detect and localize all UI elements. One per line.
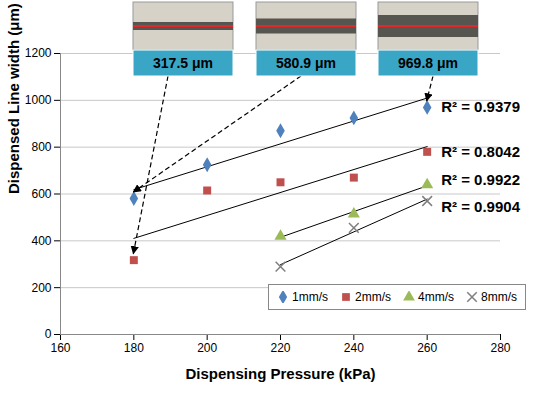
svg-text:200: 200 bbox=[31, 281, 51, 295]
html-text:4mm/s: 4mm/s bbox=[418, 290, 454, 304]
svg-text:R² = 0.9379: R² = 0.9379 bbox=[441, 98, 520, 115]
svg-text:800: 800 bbox=[31, 140, 51, 154]
svg-text:160: 160 bbox=[50, 341, 70, 355]
svg-text:Dispensed Line width (μm): Dispensed Line width (μm) bbox=[5, 3, 22, 194]
svg-text:280: 280 bbox=[490, 341, 510, 355]
svg-text:400: 400 bbox=[31, 234, 51, 248]
svg-text:969.8 μm: 969.8 μm bbox=[398, 55, 458, 71]
svg-text:R² = 0.9922: R² = 0.9922 bbox=[441, 171, 520, 188]
svg-text:240: 240 bbox=[344, 341, 364, 355]
svg-text:200: 200 bbox=[197, 341, 217, 355]
svg-text:260: 260 bbox=[417, 341, 437, 355]
svg-text:0: 0 bbox=[45, 327, 52, 341]
svg-text:220: 220 bbox=[270, 341, 290, 355]
svg-text:R² = 0.8042: R² = 0.8042 bbox=[441, 143, 520, 160]
svg-text:1000: 1000 bbox=[25, 93, 52, 107]
svg-text:317.5 μm: 317.5 μm bbox=[153, 55, 213, 71]
svg-text:1200: 1200 bbox=[25, 46, 52, 60]
html-text:8mm/s: 8mm/s bbox=[481, 290, 517, 304]
svg-text:180: 180 bbox=[124, 341, 144, 355]
html-text:1mm/s: 1mm/s bbox=[292, 290, 328, 304]
svg-text:R² = 0.9904: R² = 0.9904 bbox=[441, 198, 520, 215]
svg-text:580.9 μm: 580.9 μm bbox=[276, 55, 336, 71]
svg-text:Dispensing Pressure (kPa): Dispensing Pressure (kPa) bbox=[185, 365, 375, 382]
svg-text:600: 600 bbox=[31, 187, 51, 201]
html-text:2mm/s: 2mm/s bbox=[355, 290, 391, 304]
